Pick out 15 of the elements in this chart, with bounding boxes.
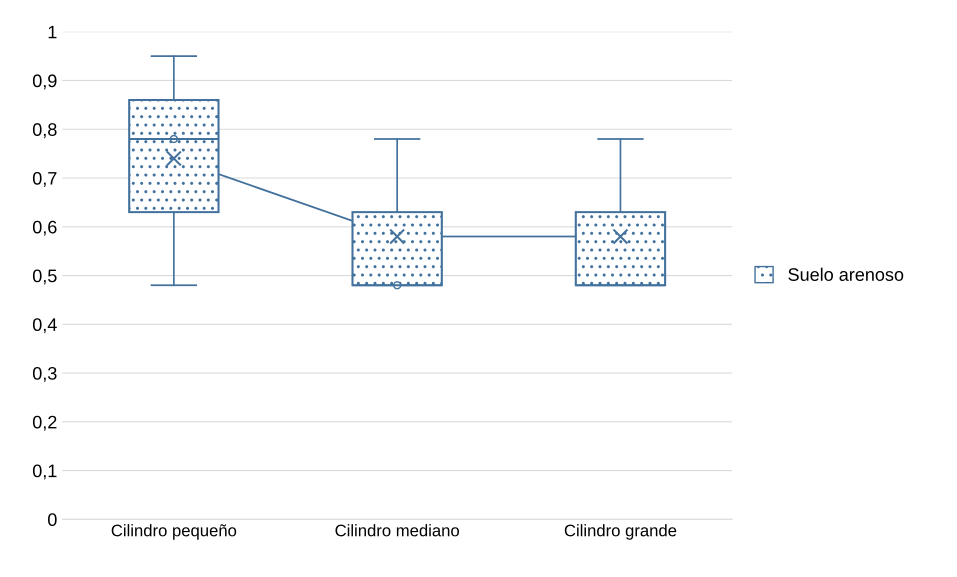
x-tick-label: Cilindro grande xyxy=(564,524,676,540)
y-tick-label: 0,5 xyxy=(32,269,57,284)
x-tick-label: Cilindro pequeño xyxy=(112,524,236,540)
x-tick-label: Cilindro mediano xyxy=(335,524,459,536)
y-tick-label: 0,6 xyxy=(32,220,57,236)
y-tick-label: 0,9 xyxy=(32,74,56,90)
legend-label: Suelo arenoso xyxy=(788,268,904,281)
y-tick-label: 0,3 xyxy=(32,366,57,382)
y-tick-label: 0,2 xyxy=(32,416,56,431)
y-tick-label: 1 xyxy=(48,26,56,38)
y-tick-label: 0 xyxy=(48,513,57,526)
y-tick-label: 0,4 xyxy=(32,318,57,334)
y-tick-label: 0,1 xyxy=(32,464,56,480)
y-tick-label: 0,8 xyxy=(32,123,57,138)
y-tick-label: 0,7 xyxy=(32,172,56,187)
